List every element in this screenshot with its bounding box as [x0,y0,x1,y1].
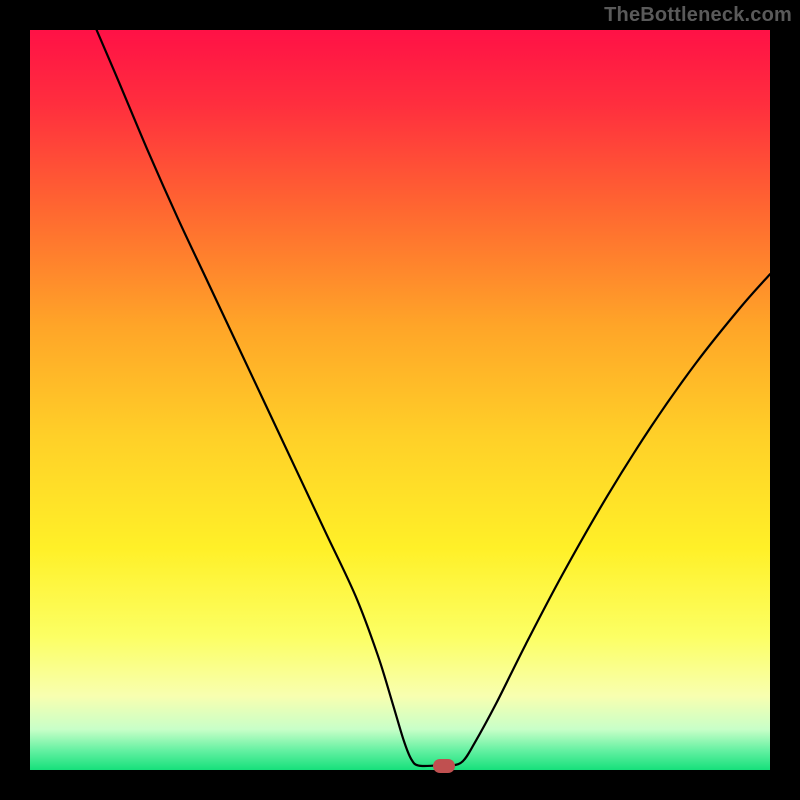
optimal-point-marker [433,759,455,773]
bottleneck-curve [30,30,770,770]
plot-area [30,30,770,770]
chart-frame: TheBottleneck.com [0,0,800,800]
watermark-text: TheBottleneck.com [604,4,792,27]
